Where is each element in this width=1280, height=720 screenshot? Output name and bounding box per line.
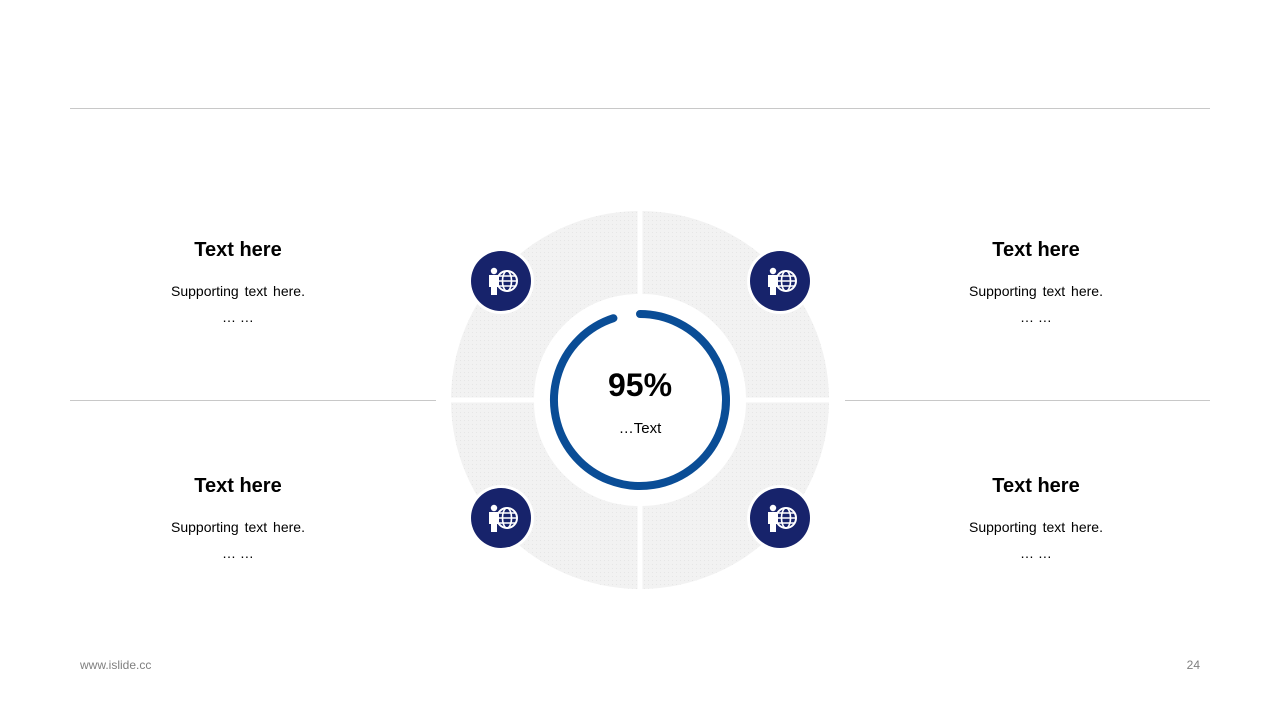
person-globe-icon	[747, 248, 813, 314]
block-title: Text here	[194, 239, 282, 261]
block-subtitle: Supporting text here.	[969, 283, 1103, 299]
block-ellipsis: … …	[222, 545, 254, 561]
person-globe-icon	[468, 485, 534, 551]
center-value: 95%	[607, 367, 673, 403]
progress-ring	[550, 310, 730, 490]
block-ellipsis: … …	[222, 309, 254, 325]
block-subtitle: Supporting text here.	[171, 519, 305, 535]
block-ellipsis: … …	[1020, 545, 1052, 561]
ring-quadrant-top-left	[451, 211, 638, 398]
block-title: Text here	[194, 475, 282, 497]
block-subtitle: Supporting text here.	[969, 519, 1103, 535]
block-subtitle: Supporting text here.	[171, 283, 305, 299]
footer-website: www.islide.cc	[80, 658, 152, 672]
page-number: 24	[1186, 658, 1200, 672]
circular-diagram	[451, 211, 829, 589]
block-ellipsis: … …	[1020, 309, 1052, 325]
block-title: Text here	[992, 239, 1080, 261]
ring-quadrant-top-right	[642, 211, 829, 398]
text-block-top-left: Text here Supporting text here. … …	[88, 238, 388, 326]
middle-divider-right	[845, 400, 1210, 401]
ring-quadrant-bottom-left	[451, 402, 638, 589]
ring-quadrant-bottom-right	[642, 402, 829, 589]
person-globe-icon	[468, 248, 534, 314]
person-globe-icon	[747, 485, 813, 551]
text-block-bottom-left: Text here Supporting text here. … …	[88, 474, 388, 562]
middle-divider-left	[70, 400, 436, 401]
block-title: Text here	[992, 475, 1080, 497]
top-divider	[70, 108, 1210, 109]
center-label: …Text	[618, 420, 662, 437]
text-block-top-right: Text here Supporting text here. … …	[886, 238, 1186, 326]
text-block-bottom-right: Text here Supporting text here. … …	[886, 474, 1186, 562]
